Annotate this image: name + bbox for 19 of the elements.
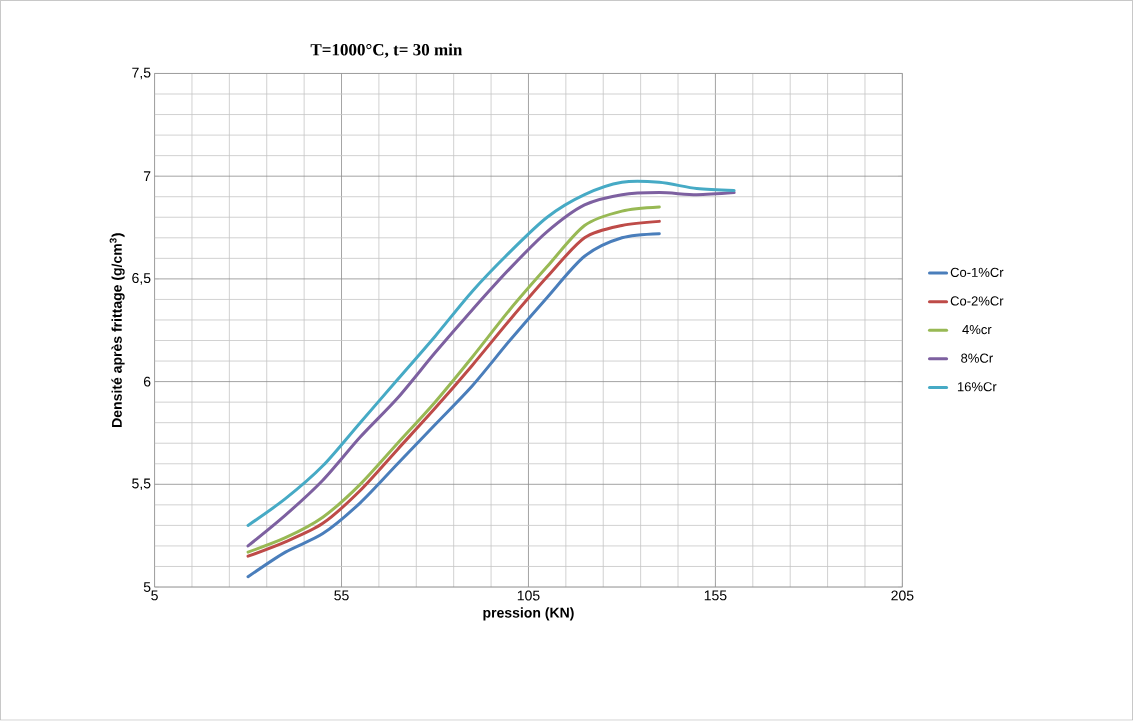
y-tick-label: 5 [143,582,151,593]
x-tick-label: 205 [891,590,914,601]
legend-label: Co-2%Cr [950,296,1004,306]
chart-title: T=1000°C, t= 30 min [310,43,463,59]
y-tick-label: 5,5 [132,478,151,491]
x-tick-label: 5 [151,590,158,601]
x-tick-label: 155 [704,590,727,601]
x-tick-label: 105 [517,590,540,601]
x-tick-label: 55 [334,590,349,601]
y-tick-label: 6 [143,376,151,387]
legend-label: Co-1%Cr [950,267,1004,278]
y-axis-title: Densité après frittage (g/cm$^{3}$) [109,233,125,428]
y-tick-label: 7 [143,171,151,182]
y-tick-label: 7,5 [132,67,151,80]
legend-label: 8%Cr [961,353,993,363]
x-axis-title: pression (KN) [483,607,574,621]
legend-label: 16%Cr [957,382,997,392]
y-tick-label: 6,5 [132,273,151,285]
legend-label: 4%cr [962,325,992,335]
